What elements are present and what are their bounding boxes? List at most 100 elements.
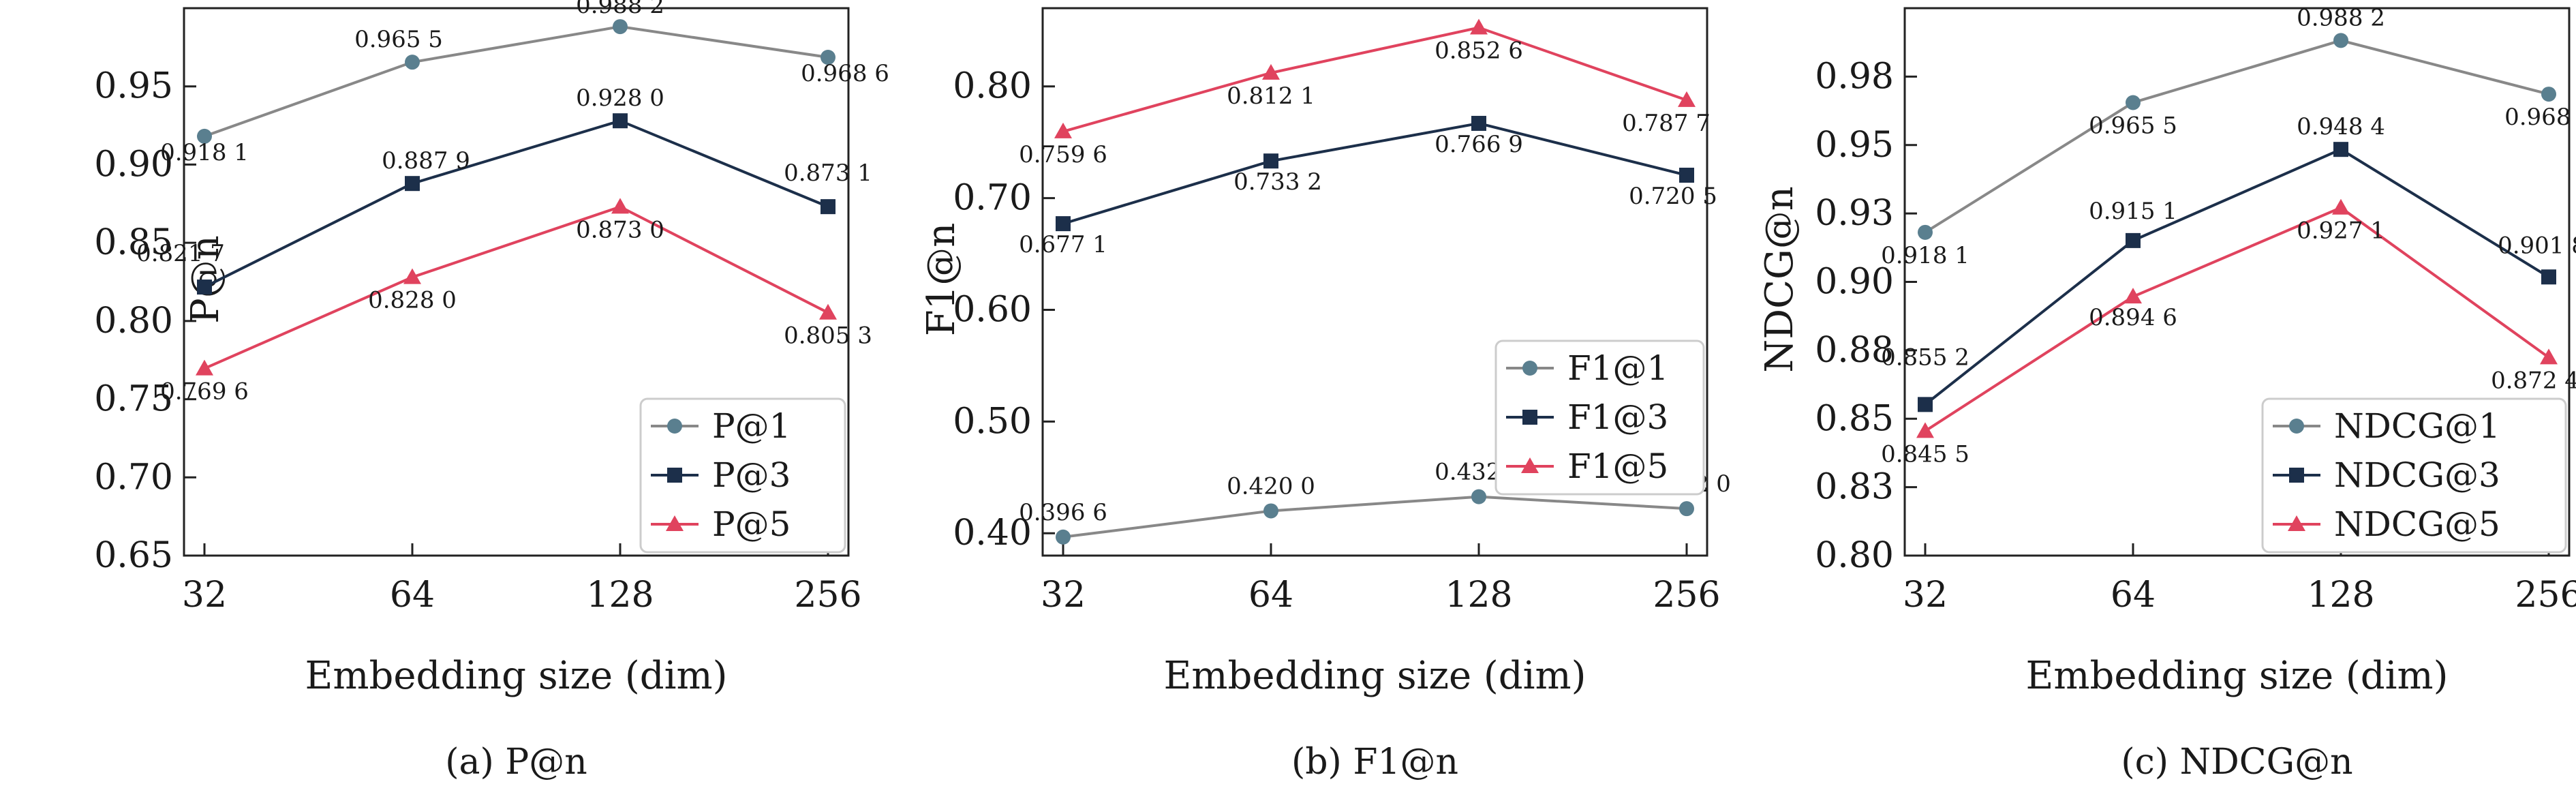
data-point	[2126, 95, 2141, 110]
x-tick-label: 128	[2307, 575, 2374, 616]
x-axis-label: Embedding size (dim)	[305, 654, 728, 698]
data-label: 0.918 1	[1881, 242, 1969, 269]
data-point	[1263, 503, 1278, 519]
legend-entry: F1@1	[1567, 348, 1668, 388]
x-tick-label: 32	[182, 575, 227, 616]
data-label: 0.894 6	[2089, 304, 2177, 331]
y-tick-label: 0.50	[953, 401, 1032, 442]
legend: F1@1 F1@3 F1@5	[1494, 339, 1705, 496]
data-point	[819, 303, 837, 320]
x-tick-label: 256	[2515, 575, 2576, 616]
data-point	[1262, 63, 1280, 80]
data-label: 0.948 4	[2297, 113, 2385, 140]
legend-marker	[2288, 515, 2305, 531]
data-point	[196, 359, 213, 376]
y-tick-label: 0.95	[94, 66, 173, 107]
data-point	[611, 198, 629, 214]
data-point	[405, 55, 420, 70]
series-line-2	[1924, 147, 2550, 406]
y-tick-label: 0.85	[94, 222, 173, 263]
data-point	[2541, 87, 2556, 102]
data-label: 0.769 6	[160, 378, 249, 406]
legend-marker	[667, 419, 682, 434]
data-point	[197, 128, 212, 144]
data-label: 0.988 2	[2297, 4, 2385, 31]
data-label: 0.968 6	[801, 60, 889, 87]
data-point	[1470, 18, 1488, 35]
data-point	[613, 113, 628, 129]
y-tick-label: 0.60	[953, 289, 1032, 330]
data-label: 0.812 1	[1227, 82, 1315, 110]
legend-entry: NDCG@3	[2334, 455, 2500, 495]
data-point	[1056, 216, 1071, 232]
legend-marker	[1522, 410, 1537, 425]
data-label: 0.873 0	[576, 216, 664, 243]
data-point	[1471, 489, 1486, 504]
data-label: 0.872 4	[2491, 367, 2576, 394]
data-point	[2333, 142, 2348, 157]
series-line-3	[1062, 26, 1687, 133]
legend-marker	[2289, 468, 2304, 483]
series-line-2	[204, 119, 829, 288]
data-label: 0.787 7	[1622, 110, 1711, 137]
data-point	[2540, 348, 2558, 365]
series-line-1	[204, 25, 829, 138]
data-point	[821, 199, 835, 215]
data-label: 0.677 1	[1019, 231, 1107, 258]
data-label: 0.420 0	[1227, 472, 1315, 500]
y-tick-label: 0.85	[1815, 398, 1894, 439]
data-label: 0.828 0	[368, 287, 457, 314]
data-label: 0.759 6	[1019, 141, 1107, 168]
data-point	[1679, 501, 1694, 517]
legend-entry: P@5	[712, 504, 791, 544]
data-point	[613, 19, 628, 35]
legend-entry: NDCG@1	[2334, 406, 2500, 446]
x-tick-label: 256	[794, 575, 861, 616]
data-label: 0.965 5	[354, 26, 443, 53]
legend-box	[1494, 339, 1705, 496]
data-point	[1679, 167, 1694, 183]
data-point	[2333, 33, 2348, 48]
data-point	[1918, 224, 1933, 240]
y-tick-label: 0.90	[94, 144, 173, 185]
data-label: 0.805 3	[784, 322, 872, 350]
panel-caption: (b) F1@n	[1291, 742, 1458, 783]
data-point	[405, 176, 420, 192]
data-point	[1263, 153, 1278, 169]
x-tick-label: 64	[390, 575, 435, 616]
series-line-2	[1062, 121, 1687, 226]
x-tick-label: 64	[2111, 575, 2156, 616]
y-tick-label: 0.70	[953, 178, 1032, 219]
y-tick-label: 0.80	[1815, 535, 1894, 576]
x-tick-label: 128	[1445, 575, 1512, 616]
panel-caption: (a) P@n	[445, 742, 587, 783]
legend-entry: P@3	[712, 455, 791, 495]
data-label: 0.915 1	[2089, 198, 2177, 225]
y-tick-label: 0.98	[1815, 56, 1894, 97]
data-label: 0.396 6	[1019, 499, 1107, 526]
plot-frame	[1041, 7, 1708, 557]
y-tick-label: 0.83	[1815, 467, 1894, 508]
data-label: 0.766 9	[1435, 131, 1523, 158]
panel-caption: (c) NDCG@n	[2121, 742, 2352, 783]
legend-entry: F1@3	[1567, 397, 1668, 437]
data-label: 0.927 1	[2297, 217, 2385, 245]
legend-marker	[1522, 361, 1537, 376]
x-axis-label: Embedding size (dim)	[2026, 654, 2449, 698]
data-point	[197, 279, 212, 295]
legend-entry: NDCG@5	[2334, 504, 2500, 544]
y-tick-label: 0.80	[94, 301, 173, 342]
x-tick-label: 256	[1653, 575, 1720, 616]
y-tick-label: 0.75	[94, 379, 173, 420]
data-label: 0.720 5	[1629, 183, 1717, 210]
chart-panel-1: 0.65 0.70 0.75 0.80 0.85 0.90 0.95 32 64 128 256 Em…	[94, 0, 889, 783]
series-line-1	[1062, 495, 1687, 539]
data-point	[403, 268, 421, 284]
data-label: 0.988 2	[576, 0, 664, 19]
x-tick-label: 32	[1041, 575, 1086, 616]
data-label: 0.852 6	[1435, 37, 1523, 65]
data-point	[1054, 122, 1072, 138]
data-point	[1916, 422, 1934, 438]
legend-marker	[666, 515, 684, 531]
y-tick-label: 0.70	[94, 457, 173, 498]
